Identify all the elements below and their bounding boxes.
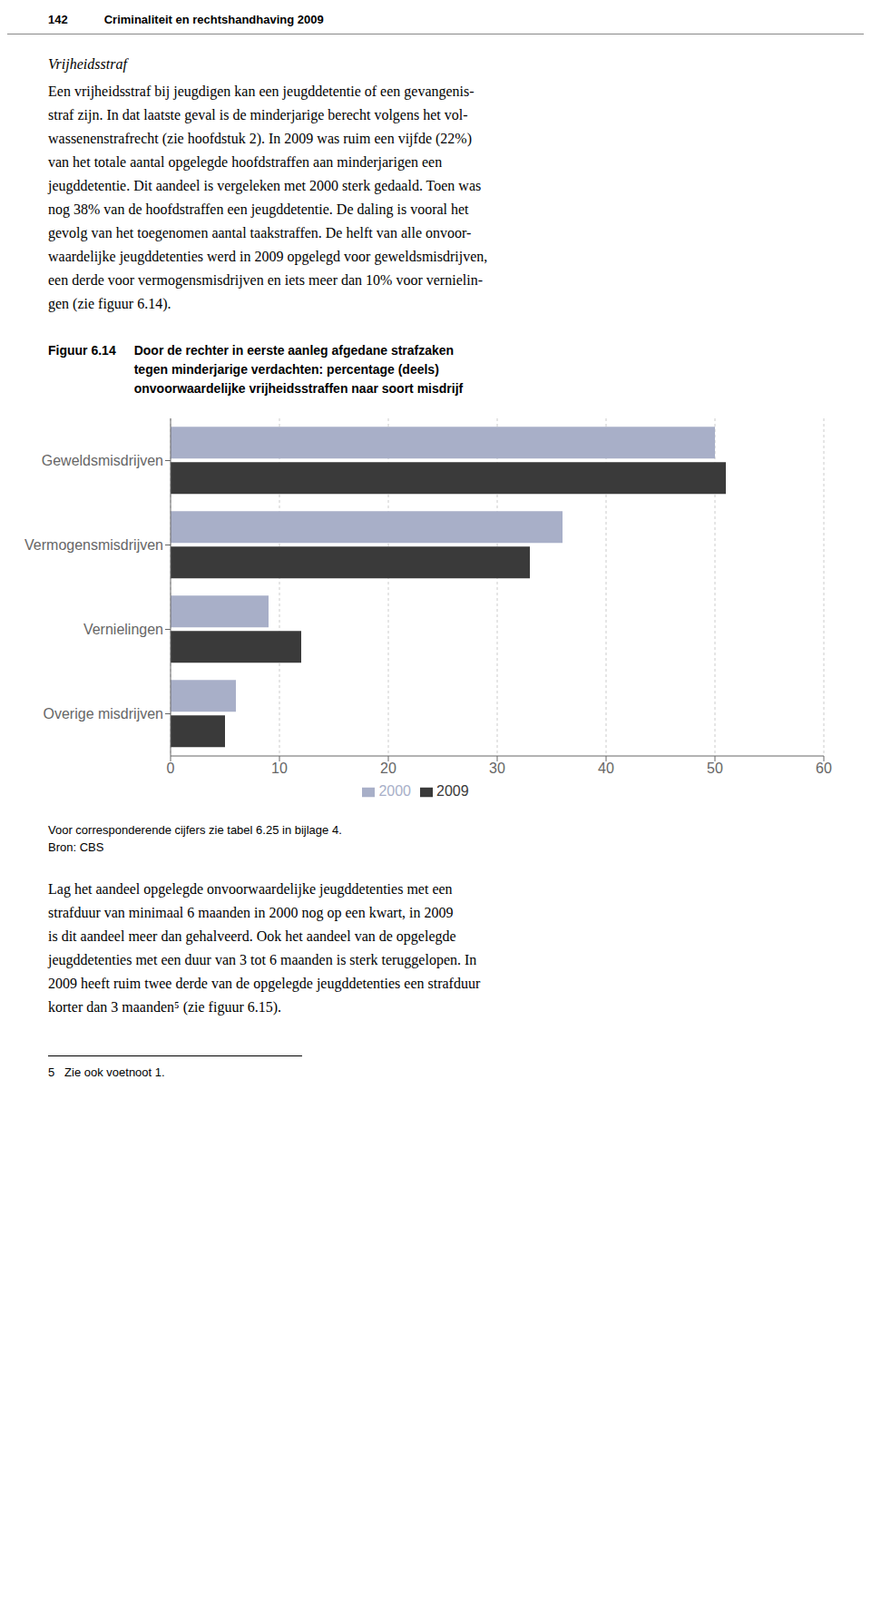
svg-text:40: 40	[597, 760, 615, 776]
html-text:van het totale aantal opgelegd: van het totale aantal opgelegde hoofdstr…	[48, 154, 443, 170]
html-text:wassenenstrafrecht (zie hoofds: wassenenstrafrecht (zie hoofdstuk 2). In…	[48, 130, 472, 147]
svg-text:Vernielingen: Vernielingen	[83, 621, 164, 637]
svg-text:Geweldsmisdrijven: Geweldsmisdrijven	[41, 452, 164, 469]
svg-text:50: 50	[706, 760, 724, 776]
svg-text:30: 30	[489, 760, 506, 776]
svg-text:10: 10	[271, 760, 288, 776]
html-text:Door de rechter in eerste aanl: Door de rechter in eerste aanleg afgedan…	[134, 342, 463, 396]
html-text:gen (zie figuur 6.14).: gen (zie figuur 6.14).	[48, 295, 172, 312]
svg-text:60: 60	[815, 760, 832, 776]
html-text:Lag het aandeel opgelegde onvo: Lag het aandeel opgelegde onvoorwaardeli…	[48, 880, 453, 897]
html-text:Bron: CBS: Bron: CBS	[48, 840, 104, 854]
html-text:gevolg van het toegenomen aant: gevolg van het toegenomen aantal taakstr…	[48, 225, 472, 241]
html-text:strafduur van minimaal 6 maand: strafduur van minimaal 6 maanden in 2000…	[48, 904, 454, 920]
html-text:Voor corresponderende cijfers: Voor corresponderende cijfers zie tabel …	[48, 822, 342, 837]
html-text:142: 142	[48, 12, 68, 27]
html-text:waardelijke jeugddetenties wer: waardelijke jeugddetenties werd in 2009 …	[48, 248, 488, 265]
html-text:2009 heeft ruim twee derde van: 2009 heeft ruim twee derde van de opgele…	[48, 975, 481, 991]
svg-text:Overige misdrijven: Overige misdrijven	[43, 705, 164, 722]
html-text:Criminaliteit en rechtshandhav: Criminaliteit en rechtshandhaving 2009	[104, 12, 324, 27]
html-text:is dit aandeel meer dan gehalv: is dit aandeel meer dan gehalveerd. Ook …	[48, 928, 457, 944]
svg-text:Vermogensmisdrijven: Vermogensmisdrijven	[24, 537, 164, 553]
svg-text:20: 20	[380, 760, 397, 776]
html-text:straf zijn. In dat laatste gev: straf zijn. In dat laatste geval is de m…	[48, 107, 468, 123]
html-text:2000: 2000	[378, 782, 412, 799]
html-text:nog 38% van de hoofdstraffen e: nog 38% van de hoofdstraffen een jeugdde…	[48, 201, 469, 217]
html-text:korter dan 3 maanden⁵ (zie fig: korter dan 3 maanden⁵ (zie figuur 6.15).	[48, 998, 282, 1015]
svg-text:0: 0	[166, 760, 176, 776]
html-text:Een vrijheidsstraf bij jeugdig: Een vrijheidsstraf bij jeugdigen kan een…	[48, 83, 475, 99]
html-text:5 Zie ook voetnoot 1.: 5 Zie ook voetnoot 1.	[48, 1065, 165, 1079]
html-text:Figuur 6.14: Figuur 6.14	[48, 342, 116, 358]
html-text:een derde voor vermogensmisdri: een derde voor vermogensmisdrijven en ie…	[48, 272, 483, 288]
html-text:2009: 2009	[436, 782, 469, 799]
html-text:jeugddetentie. Dit aandeel is: jeugddetentie. Dit aandeel is vergeleken…	[48, 177, 482, 194]
html-text:Vrijheidsstraf: Vrijheidsstraf	[48, 56, 127, 72]
html-text:jeugddetenties met een duur va: jeugddetenties met een duur van 3 tot 6 …	[48, 951, 477, 968]
